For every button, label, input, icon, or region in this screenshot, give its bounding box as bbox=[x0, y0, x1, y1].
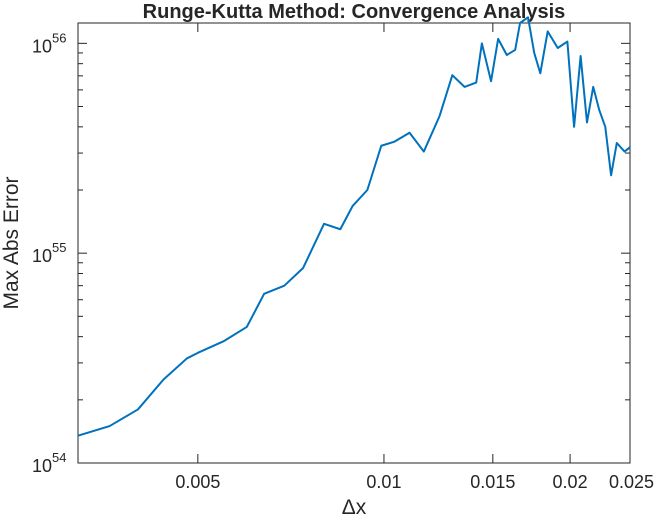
y-tick-exponent: 56 bbox=[52, 30, 66, 45]
chart-title: Runge-Kutta Method: Convergence Analysis bbox=[143, 1, 566, 23]
x-tick-label: 0.01 bbox=[366, 472, 401, 492]
x-tick-label: 0.015 bbox=[470, 472, 515, 492]
x-tick-label: 0.025 bbox=[609, 472, 654, 492]
x-tick-label: 0.005 bbox=[175, 472, 220, 492]
y-tick-label: 10 bbox=[32, 246, 52, 266]
plot-frame bbox=[77, 22, 631, 464]
y-axis-label: Max Abs Error bbox=[0, 176, 23, 309]
y-tick-label: 10 bbox=[32, 456, 52, 476]
y-tick-exponent: 55 bbox=[52, 240, 66, 255]
series-line-0 bbox=[77, 16, 631, 437]
y-tick-label: 10 bbox=[32, 36, 52, 56]
x-tick-label: 0.02 bbox=[553, 472, 588, 492]
x-axis-label: Δx bbox=[342, 496, 367, 517]
y-tick-exponent: 54 bbox=[52, 450, 66, 465]
